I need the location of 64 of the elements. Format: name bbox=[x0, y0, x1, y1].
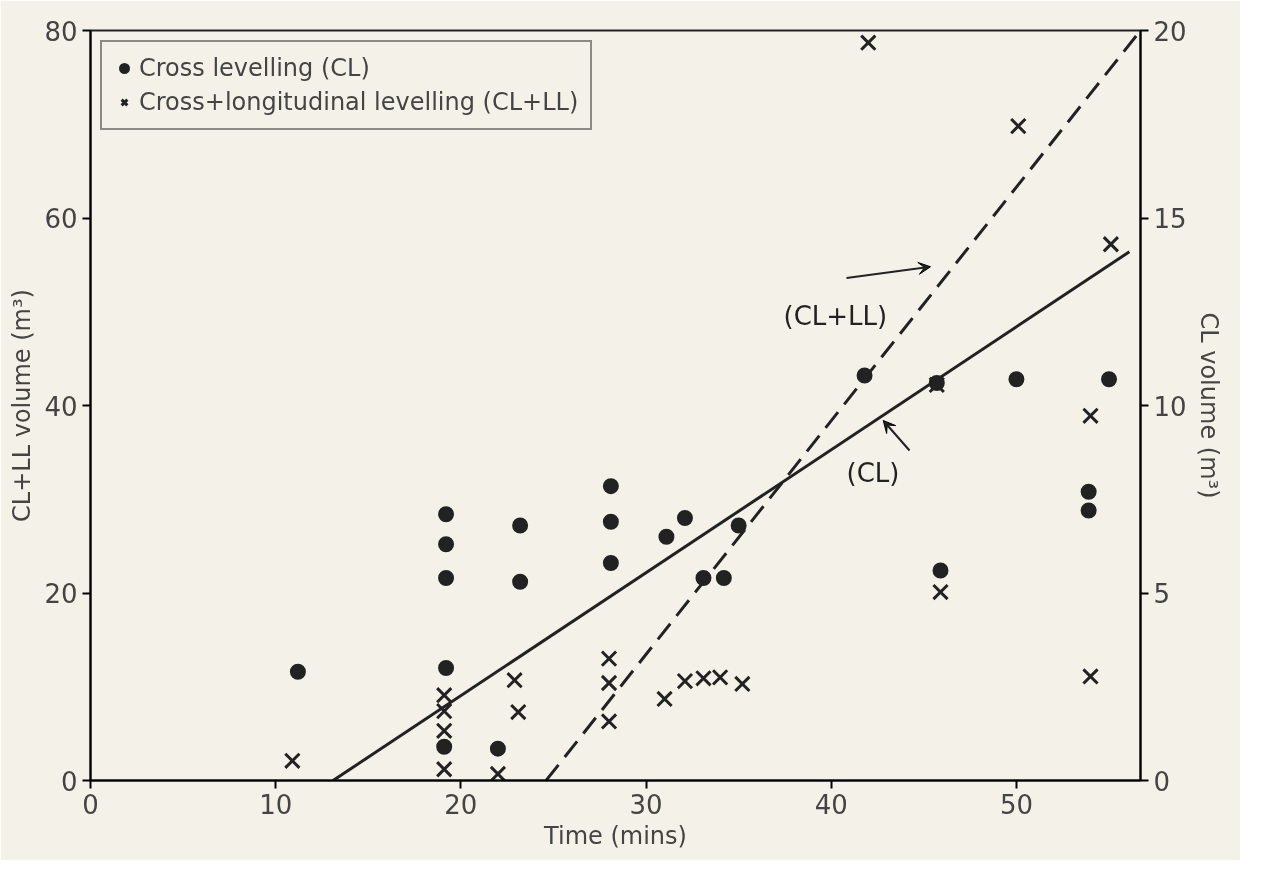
point bbox=[289, 663, 306, 680]
y-axis-title: CL+LL volume (m³) bbox=[8, 289, 37, 522]
point bbox=[1008, 371, 1025, 388]
point bbox=[602, 478, 619, 495]
point bbox=[509, 703, 527, 721]
point bbox=[715, 570, 732, 586]
point bbox=[506, 671, 524, 689]
point bbox=[436, 738, 453, 755]
point bbox=[1080, 483, 1097, 500]
point bbox=[932, 562, 949, 579]
point bbox=[489, 765, 507, 781]
point bbox=[512, 573, 529, 590]
point bbox=[438, 536, 455, 553]
x-tick-label: 40 bbox=[814, 789, 848, 820]
y2-tick-label: 5 bbox=[1153, 579, 1171, 609]
x-tick-label: 30 bbox=[629, 789, 663, 820]
x-tick-label: 50 bbox=[999, 789, 1033, 820]
point bbox=[489, 740, 506, 757]
y-tick-label: 20 bbox=[44, 579, 78, 609]
point bbox=[656, 690, 674, 708]
point bbox=[730, 517, 747, 534]
point bbox=[859, 34, 877, 52]
point bbox=[733, 675, 751, 693]
y2-tick-label: 10 bbox=[1153, 391, 1187, 422]
x-tick-label: 0 bbox=[82, 789, 99, 820]
y-tick-label: 40 bbox=[44, 391, 78, 422]
y2-axis-title: CL volume (m³) bbox=[1194, 312, 1223, 499]
point bbox=[600, 674, 618, 692]
point bbox=[435, 686, 453, 704]
annotation: (CL) bbox=[846, 458, 900, 488]
point bbox=[438, 570, 455, 586]
point bbox=[676, 510, 693, 526]
point bbox=[602, 555, 619, 571]
y-tick-label: 60 bbox=[44, 204, 78, 234]
y2-tick-label: 20 bbox=[1153, 16, 1187, 47]
x-tick-label: 20 bbox=[444, 789, 478, 820]
point bbox=[658, 528, 675, 545]
point bbox=[1102, 235, 1120, 253]
point bbox=[435, 760, 453, 778]
point bbox=[435, 722, 453, 740]
point bbox=[931, 583, 950, 601]
point bbox=[1101, 371, 1118, 388]
point bbox=[283, 752, 301, 770]
y2-tick-label: 0 bbox=[1153, 766, 1171, 797]
y-tick-label: 0 bbox=[60, 766, 78, 797]
annotation: (CL+LL) bbox=[783, 300, 888, 331]
point bbox=[1080, 502, 1097, 519]
point bbox=[512, 517, 529, 534]
point bbox=[1081, 667, 1100, 686]
x-tick-label: 10 bbox=[259, 789, 293, 820]
x-axis-title: Time (mins) bbox=[543, 821, 687, 850]
point bbox=[435, 702, 453, 720]
y2-tick-label: 15 bbox=[1153, 204, 1187, 234]
point bbox=[602, 513, 619, 530]
y-tick-label: 80 bbox=[44, 16, 78, 47]
point bbox=[1009, 117, 1027, 135]
point bbox=[600, 650, 618, 668]
point bbox=[676, 672, 694, 690]
point bbox=[1081, 407, 1100, 425]
legend-label: Cross levelling (CL) bbox=[139, 54, 370, 82]
point bbox=[600, 712, 618, 731]
point bbox=[438, 660, 455, 676]
legend-label: Cross+longitudinal levelling (CL+LL) bbox=[139, 88, 579, 116]
point bbox=[438, 506, 455, 523]
